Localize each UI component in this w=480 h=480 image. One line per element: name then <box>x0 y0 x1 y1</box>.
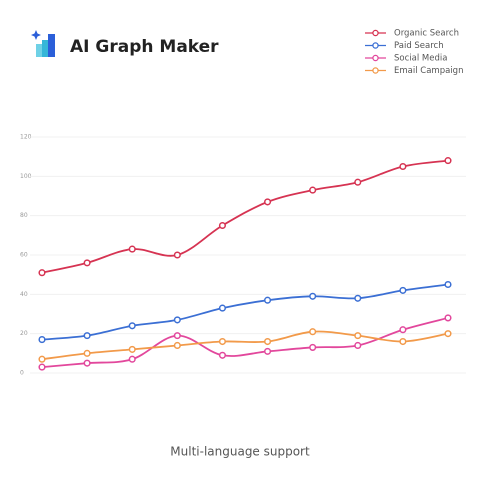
y-tick-label: 60 <box>20 252 28 259</box>
point <box>38 269 46 277</box>
point <box>309 328 317 336</box>
legend-label: Social Media <box>394 54 447 64</box>
point <box>173 341 181 350</box>
point <box>444 330 452 338</box>
legend-marker <box>372 67 379 74</box>
point <box>128 355 136 363</box>
y-tick-label: 120 <box>20 134 32 141</box>
point <box>83 332 91 340</box>
point <box>38 336 46 344</box>
point <box>264 296 272 304</box>
point <box>444 280 452 289</box>
point <box>83 259 91 267</box>
point <box>444 157 452 165</box>
point <box>354 178 362 186</box>
point <box>264 198 272 206</box>
point <box>83 359 91 367</box>
point <box>399 326 407 334</box>
point <box>173 251 181 259</box>
y-tick-label: 100 <box>20 173 32 180</box>
legend-marker <box>372 54 379 62</box>
y-tick-label: 20 <box>20 330 28 337</box>
series-line <box>41 159 449 274</box>
point <box>128 322 136 330</box>
point <box>309 292 317 300</box>
series-line <box>41 317 449 368</box>
point <box>83 349 91 357</box>
point <box>218 304 226 312</box>
point <box>173 332 181 340</box>
y-tick-label: 40 <box>20 291 28 298</box>
point <box>218 351 226 359</box>
point <box>218 337 226 346</box>
point <box>264 337 272 346</box>
title: AI Graph Maker <box>70 37 219 57</box>
legend-label: Email Campaign <box>394 66 463 76</box>
point <box>309 343 317 351</box>
caption: Multi-language support <box>170 445 310 459</box>
series-line <box>41 283 449 341</box>
point <box>354 341 362 350</box>
point <box>128 345 136 353</box>
y-tick-label: 80 <box>20 212 28 219</box>
y-tick-label: 0 <box>20 370 24 377</box>
point <box>399 162 407 171</box>
legend-label: Paid Search <box>394 41 444 51</box>
point <box>444 314 452 322</box>
point <box>38 363 46 371</box>
point <box>218 221 226 230</box>
point <box>354 294 362 302</box>
point <box>264 347 272 355</box>
logo <box>31 30 55 57</box>
point <box>309 186 317 194</box>
point <box>128 245 136 253</box>
point <box>38 355 46 363</box>
point <box>173 316 181 324</box>
point <box>399 337 407 346</box>
point <box>354 332 362 340</box>
series-line <box>41 330 449 361</box>
legend-marker <box>372 29 379 37</box>
point <box>399 286 407 294</box>
legend-label: Organic Search <box>394 29 459 39</box>
legend-marker <box>372 42 379 49</box>
